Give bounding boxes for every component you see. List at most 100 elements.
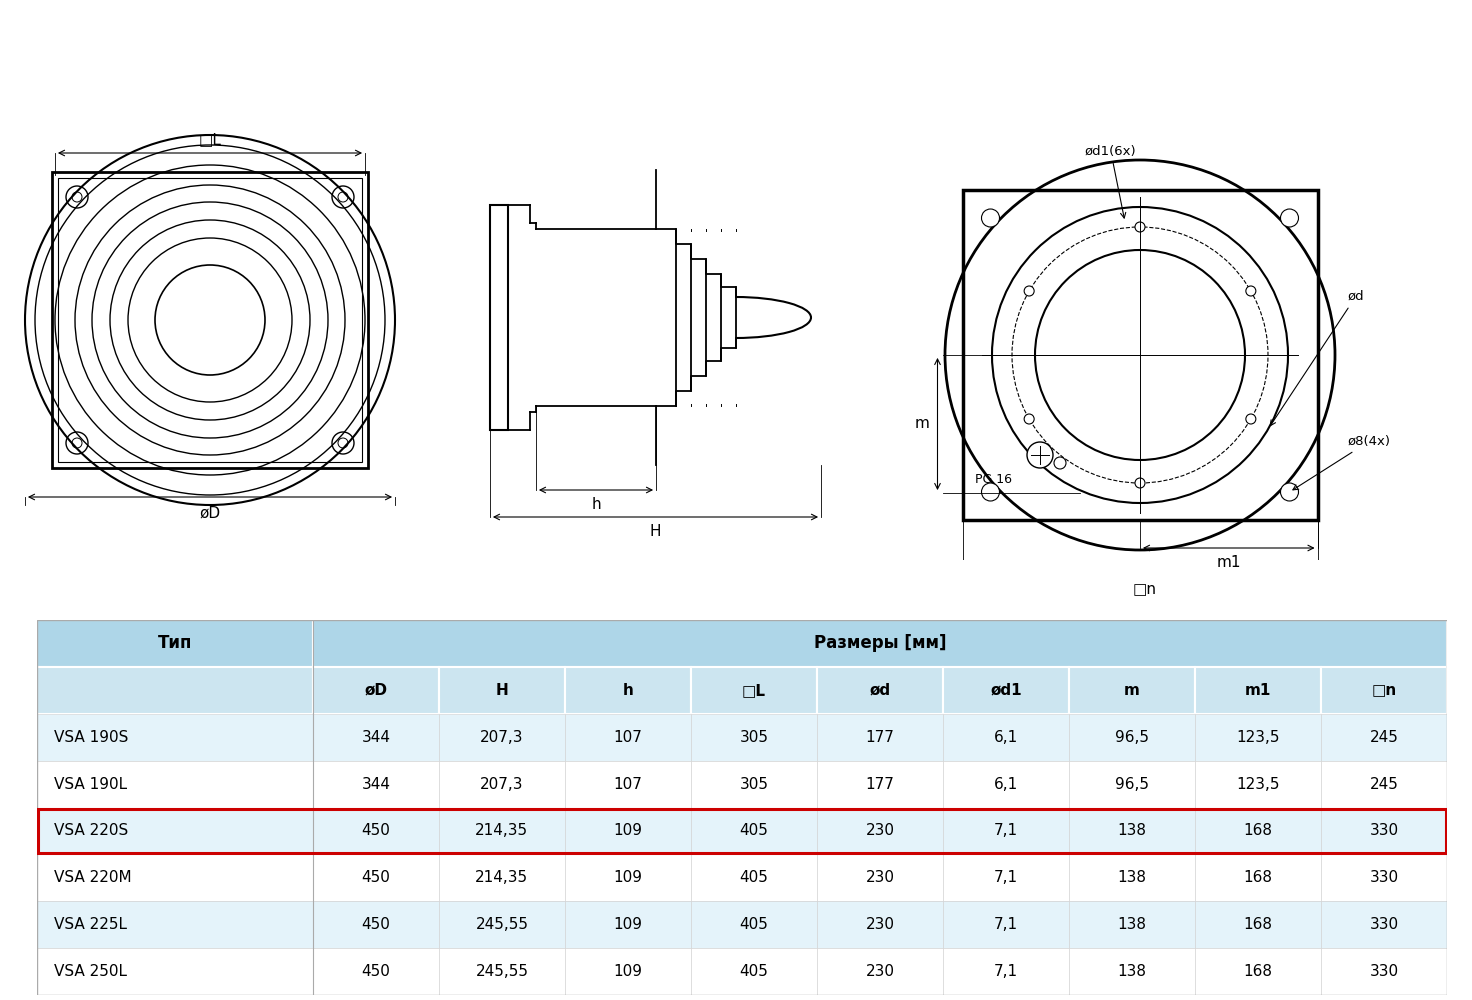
Text: VSA 190L: VSA 190L [53, 777, 127, 792]
Bar [1195, 714, 1320, 761]
Bar [37, 761, 314, 808]
Text: 245: 245 [1369, 777, 1398, 792]
Text: 107: 107 [614, 777, 642, 792]
Text: ød1(6x): ød1(6x) [1085, 145, 1136, 218]
Text: 109: 109 [614, 964, 642, 979]
Text: 450: 450 [362, 870, 390, 885]
Text: 96,5: 96,5 [1114, 730, 1150, 745]
Text: 450: 450 [362, 823, 390, 838]
Bar [565, 901, 690, 948]
Text: h: h [592, 497, 601, 512]
Text: □L: □L [199, 132, 221, 147]
Text: 344: 344 [362, 730, 390, 745]
Bar [1069, 901, 1195, 948]
Bar [1195, 854, 1320, 901]
Bar [1069, 854, 1195, 901]
Circle shape [982, 209, 999, 227]
Bar [565, 854, 690, 901]
Text: 207,3: 207,3 [480, 730, 524, 745]
Bar [817, 808, 944, 854]
Circle shape [1245, 414, 1256, 424]
Bar [944, 761, 1069, 808]
Text: m1: m1 [1245, 683, 1272, 698]
Bar [52, 172, 368, 468]
Text: 177: 177 [866, 777, 895, 792]
Circle shape [1281, 209, 1298, 227]
Bar [1195, 901, 1320, 948]
Bar [1069, 948, 1195, 995]
Text: VSA 190S: VSA 190S [53, 730, 128, 745]
Text: 305: 305 [739, 777, 768, 792]
Text: 109: 109 [614, 917, 642, 932]
Text: 230: 230 [866, 964, 895, 979]
Text: 245: 245 [1369, 730, 1398, 745]
Text: □n: □n [1133, 582, 1157, 597]
Text: PG 16: PG 16 [974, 473, 1013, 486]
Bar [565, 808, 690, 854]
Text: 230: 230 [866, 917, 895, 932]
Bar [690, 761, 817, 808]
Text: 138: 138 [1117, 964, 1147, 979]
Bar [314, 948, 439, 995]
Text: 123,5: 123,5 [1236, 777, 1279, 792]
Bar [314, 808, 439, 854]
Bar [817, 667, 944, 714]
Text: H: H [649, 524, 661, 539]
Circle shape [1135, 222, 1145, 232]
Text: 330: 330 [1369, 823, 1398, 838]
Circle shape [1054, 457, 1066, 469]
Bar [439, 808, 565, 854]
Bar [565, 714, 690, 761]
Bar [690, 667, 817, 714]
Bar [690, 948, 817, 995]
Text: 138: 138 [1117, 870, 1147, 885]
Text: 123,5: 123,5 [1236, 730, 1279, 745]
Bar [690, 901, 817, 948]
Bar [314, 714, 439, 761]
Circle shape [1135, 478, 1145, 488]
Bar [1069, 761, 1195, 808]
Text: 405: 405 [739, 870, 768, 885]
Text: VSA 225L: VSA 225L [53, 917, 127, 932]
Text: 330: 330 [1369, 917, 1398, 932]
Text: 6,1: 6,1 [994, 730, 1019, 745]
Bar [490, 205, 508, 430]
Text: 7,1: 7,1 [994, 870, 1019, 885]
Bar [565, 948, 690, 995]
Text: 305: 305 [739, 730, 768, 745]
Text: 6,1: 6,1 [994, 777, 1019, 792]
Bar [817, 714, 944, 761]
Bar [1320, 667, 1447, 714]
Bar [1320, 854, 1447, 901]
Text: m: m [1125, 683, 1139, 698]
Bar [1320, 901, 1447, 948]
Bar [439, 854, 565, 901]
Bar [817, 854, 944, 901]
Bar [1069, 808, 1195, 854]
Bar [1195, 808, 1320, 854]
Bar [439, 667, 565, 714]
Text: 450: 450 [362, 917, 390, 932]
Text: VSA 220M: VSA 220M [53, 870, 131, 885]
Text: 7,1: 7,1 [994, 964, 1019, 979]
Text: 230: 230 [866, 870, 895, 885]
Bar [944, 714, 1069, 761]
Bar [963, 190, 1317, 520]
Text: 214,35: 214,35 [475, 870, 528, 885]
Text: VSA 220S: VSA 220S [53, 823, 128, 838]
Bar [1069, 667, 1195, 714]
Bar [439, 948, 565, 995]
Text: □n: □n [1372, 683, 1397, 698]
Text: 450: 450 [362, 964, 390, 979]
Bar [690, 714, 817, 761]
Bar [57, 178, 362, 462]
Bar [314, 620, 1447, 667]
Text: 405: 405 [739, 964, 768, 979]
Bar [1320, 761, 1447, 808]
Bar [1069, 714, 1195, 761]
Bar [314, 901, 439, 948]
Bar [314, 667, 439, 714]
Text: H: H [496, 683, 508, 698]
Bar [1320, 714, 1447, 761]
Text: 109: 109 [614, 870, 642, 885]
